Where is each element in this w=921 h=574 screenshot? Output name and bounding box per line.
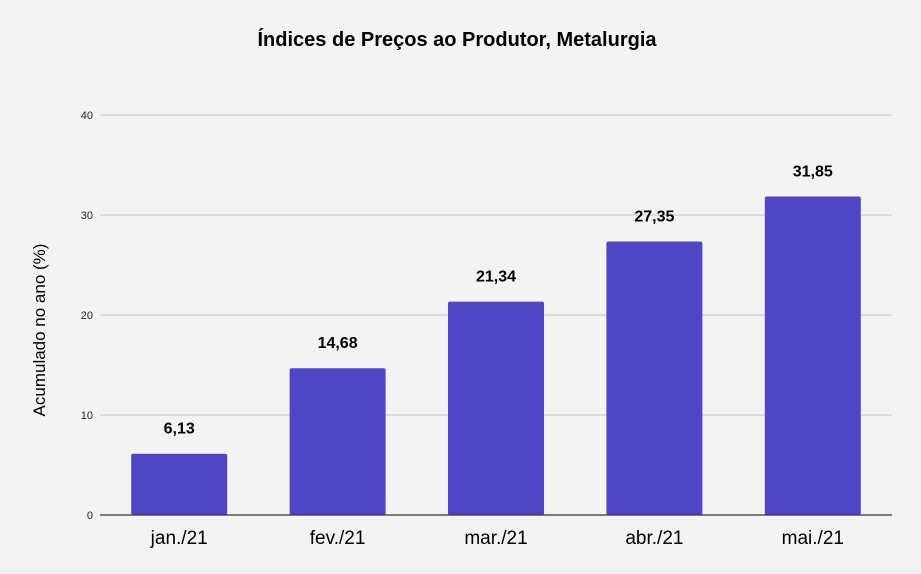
chart-title: Índices de Preços ao Produtor, Metalurgi… [258, 28, 658, 51]
x-tick-label: mar./21 [464, 528, 527, 549]
y-tick-label: 0 [87, 510, 93, 522]
bar [131, 453, 228, 515]
data-labels: 6,13 14,68 21,34 27,35 31,85 [164, 164, 833, 438]
y-tick-label: 10 [81, 410, 93, 422]
x-axis-ticks: jan./21 fev./21 mar./21 abr./21 mai./21 [150, 528, 844, 549]
x-tick-label: mai./21 [782, 528, 844, 549]
x-tick-label: abr./21 [625, 528, 683, 549]
bar [289, 368, 386, 515]
bar [764, 196, 861, 515]
bars [131, 196, 861, 515]
bar [448, 301, 544, 515]
y-tick-label: 40 [81, 110, 93, 122]
data-label: 31,85 [793, 164, 833, 181]
y-axis-label: Acumulado no ano (%) [30, 244, 49, 417]
y-axis-ticks: 0 10 20 30 40 [81, 110, 93, 522]
data-label: 21,34 [476, 269, 516, 286]
data-label: 14,68 [318, 335, 358, 352]
y-tick-label: 20 [81, 310, 93, 322]
data-label: 27,35 [634, 209, 674, 226]
y-tick-label: 30 [81, 210, 93, 222]
x-tick-label: jan./21 [150, 528, 208, 549]
x-tick-label: fev./21 [310, 528, 366, 549]
bar [606, 241, 703, 515]
data-label: 6,13 [164, 421, 195, 438]
